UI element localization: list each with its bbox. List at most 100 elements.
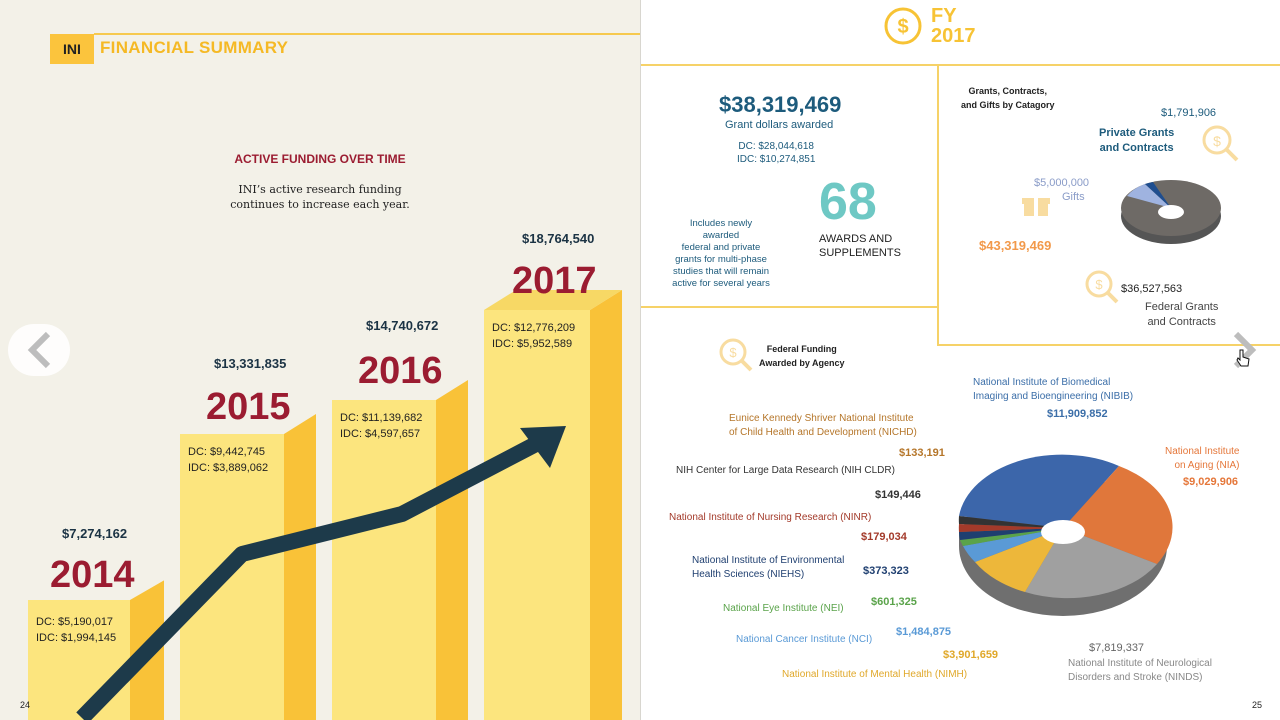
breakdown-2016: DC: $11,139,682 IDC: $4,597,657 <box>340 410 422 442</box>
section-subtitle: INI’s active research funding continues … <box>0 182 640 212</box>
agency-nibib: National Institute of Biomedical Imaging… <box>973 376 1133 404</box>
year-label-2014: 2014 <box>50 554 135 596</box>
includes-note: Includes newly awarded federal and priva… <box>671 218 771 290</box>
bar-2017 <box>484 310 590 720</box>
agency-name: Imaging and Bioengineering (NIBIB) <box>973 391 1134 402</box>
dollar-circle-icon: $ <box>884 7 922 45</box>
amount-nei: $601,325 <box>871 596 917 608</box>
amount-nibib: $11,909,852 <box>1047 408 1108 420</box>
total-2015: $13,331,835 <box>214 356 287 371</box>
dc-value: DC: $5,190,017 <box>36 616 114 628</box>
bar-2016-depth <box>436 380 468 720</box>
idc-value: IDC: $5,952,589 <box>492 338 573 350</box>
note-line: federal and private <box>681 242 761 253</box>
grant-amount: $38,319,469 <box>719 92 842 117</box>
awards-label: AWARDS AND SUPPLEMENTS <box>819 232 901 260</box>
note-line: studies that will remain <box>672 266 770 277</box>
amount-nimh: $3,901,659 <box>943 649 999 661</box>
divider-box <box>937 344 1280 346</box>
dc-value: DC: $9,442,745 <box>188 446 266 458</box>
dollar-magnifier-icon: $ <box>1202 125 1239 162</box>
page-left: INI FINANCIAL SUMMARY ACTIVE FUNDING OVE… <box>0 0 640 720</box>
dc-value: DC: $11,139,682 <box>340 412 423 424</box>
gifts-amount: $5,000,000 <box>1034 177 1090 189</box>
agency-title-line: Federal Funding <box>766 344 837 354</box>
page-gutter <box>640 0 641 720</box>
grant-breakdown: DC: $28,044,618 IDC: $10,274,851 <box>737 140 815 166</box>
amount-nia: $9,029,906 <box>1183 476 1239 488</box>
category-title: Grants, Contracts, and Gifts by Catagory <box>961 84 1055 112</box>
private-amount: $1,791,906 <box>1161 107 1217 119</box>
note-line: active for several years <box>672 278 770 289</box>
agency-cldr: NIH Center for Large Data Research (NIH … <box>676 465 895 476</box>
awards-label-line: SUPPLEMENTS <box>819 247 901 259</box>
header-rule <box>94 33 640 35</box>
gifts-label: Gifts <box>1062 191 1085 203</box>
grant-label: Grant dollars awarded <box>725 119 834 131</box>
agency-name: National Institute <box>1165 446 1240 457</box>
federal-amount: $36,527,563 <box>1121 283 1183 295</box>
agency-name: of Child Health and Development (NICHD) <box>729 427 917 438</box>
chevron-left-icon <box>27 331 51 369</box>
idc-value: IDC: $3,889,062 <box>188 462 269 474</box>
total-2016: $14,740,672 <box>366 318 439 333</box>
agency-title: Federal Funding Awarded by Agency <box>759 342 845 370</box>
svg-text:$: $ <box>729 345 737 360</box>
bar-2017-depth <box>590 290 622 720</box>
divider-mid <box>641 306 937 308</box>
dc-value: DC: $12,776,209 <box>492 322 576 334</box>
awards-label-line: AWARDS AND <box>819 233 893 245</box>
divider-top <box>641 64 1280 66</box>
agency-ninds: National Institute of Neurological Disor… <box>1068 657 1212 685</box>
agency-name: National Institute of Neurological <box>1068 658 1212 669</box>
amount-nci: $1,484,875 <box>896 626 952 638</box>
grant-idc: IDC: $10,274,851 <box>737 154 816 165</box>
agency-donut-chart <box>958 454 1173 616</box>
category-donut-chart <box>1121 180 1221 244</box>
prev-page-button[interactable] <box>8 324 70 376</box>
private-label: Private Grants and Contracts <box>1099 126 1174 156</box>
year-label-2015: 2015 <box>206 386 291 428</box>
federal-label-line: Federal Grants <box>1145 301 1219 313</box>
agency-name: National Institute of Environmental <box>692 555 845 566</box>
svg-text:$: $ <box>1095 277 1103 292</box>
page-title: FINANCIAL SUMMARY <box>100 38 289 57</box>
amount-ninds: $7,819,337 <box>1089 642 1145 654</box>
agency-ninr: National Institute of Nursing Research (… <box>669 512 872 523</box>
idc-value: IDC: $1,994,145 <box>36 632 117 644</box>
fy-header: FY 2017 <box>931 6 976 46</box>
amount-nichd: $133,191 <box>899 447 945 459</box>
breakdown-2017: DC: $12,776,209 IDC: $5,952,589 <box>492 320 575 352</box>
breakdown-2014: DC: $5,190,017 IDC: $1,994,145 <box>36 614 116 646</box>
agency-nimh: National Institute of Mental Health (NIM… <box>782 669 968 680</box>
awards-count: 68 <box>819 173 877 231</box>
year-label-2016: 2016 <box>358 350 443 392</box>
idc-value: IDC: $4,597,657 <box>340 428 421 440</box>
private-label-line: Private Grants <box>1099 127 1175 139</box>
breakdown-2015: DC: $9,442,745 IDC: $3,889,062 <box>188 444 268 476</box>
fy-label: FY <box>931 5 957 27</box>
bar-2014 <box>28 600 130 720</box>
divider-vertical <box>937 64 939 346</box>
federal-label-line: and Contracts <box>1147 316 1216 328</box>
federal-label: Federal Grants and Contracts <box>1145 300 1218 330</box>
section-title: ACTIVE FUNDING OVER TIME <box>234 152 406 166</box>
grant-dc: DC: $28,044,618 <box>738 141 814 152</box>
bar-2017-top <box>484 290 622 310</box>
agency-name: on Aging (NIA) <box>1174 460 1240 471</box>
total-2017: $18,764,540 <box>522 231 595 246</box>
category-title-line: Grants, Contracts, <box>968 86 1048 96</box>
agency-name: Disorders and Stroke (NINDS) <box>1068 672 1203 683</box>
dollar-magnifier-icon: $ <box>719 338 753 372</box>
agency-name: National Institute of Biomedical <box>973 377 1111 388</box>
subtitle-line: INI’s active research funding <box>238 183 402 196</box>
category-title-line: and Gifts by Catagory <box>961 100 1055 110</box>
page-number: 24 <box>20 700 31 710</box>
svg-text:$: $ <box>897 16 908 38</box>
page-number: 25 <box>1252 700 1263 710</box>
agency-nci: National Cancer Institute (NCI) <box>736 634 873 645</box>
private-label-line: and Contracts <box>1099 142 1174 154</box>
svg-text:$: $ <box>1213 133 1221 149</box>
amount-cldr: $149,446 <box>875 489 921 501</box>
category-total: $43,319,469 <box>979 238 1052 253</box>
